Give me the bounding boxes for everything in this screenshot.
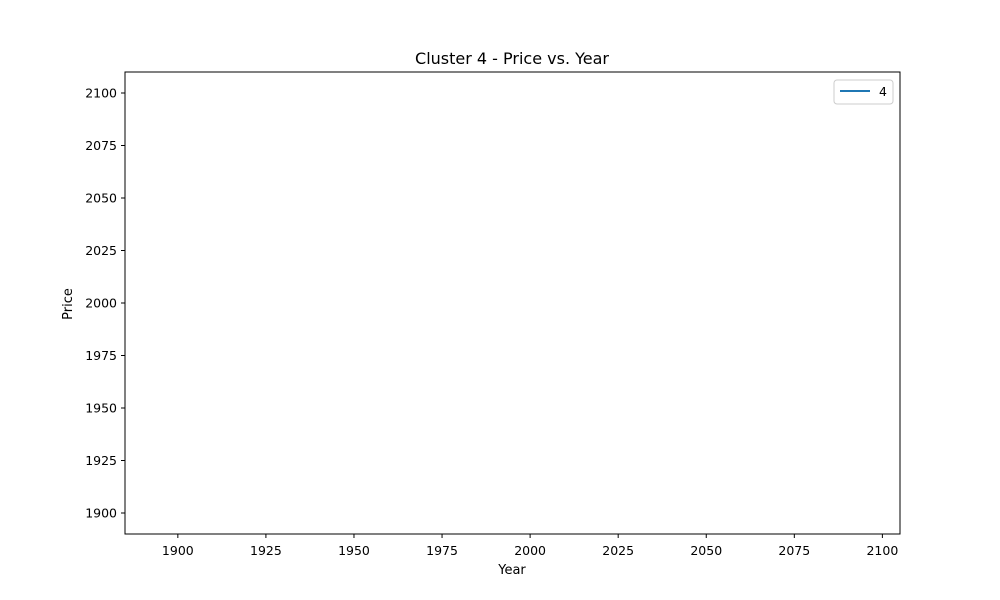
y-axis-label: Price [61, 288, 76, 320]
legend: 4 [833, 79, 894, 105]
x-tick-label: 2000 [514, 543, 546, 558]
y-axis: 1900 1925 1950 1975 2000 2025 2050 2075 2100 [85, 86, 125, 521]
y-tick-label: 2000 [85, 296, 117, 311]
x-tick-label: 2100 [866, 543, 898, 558]
y-tick-label: 2075 [85, 138, 117, 153]
x-tick-label: 1900 [162, 543, 194, 558]
y-tick-label: 2025 [85, 243, 117, 258]
legend-label: 4 [879, 84, 887, 99]
y-tick-label: 1950 [85, 401, 117, 416]
x-axis: 1900 1925 1950 1975 2000 2025 2050 2075 2100 [162, 534, 898, 558]
x-axis-label: Year [497, 563, 526, 578]
y-tick-label: 1975 [85, 348, 117, 363]
x-tick-label: 2075 [778, 543, 810, 558]
y-tick-label: 2100 [85, 86, 117, 101]
x-tick-label: 1975 [426, 543, 458, 558]
chart-title: Cluster 4 - Price vs. Year [415, 49, 609, 68]
x-tick-label: 1950 [338, 543, 370, 558]
y-tick-label: 1925 [85, 453, 117, 468]
plot-area [124, 71, 901, 535]
x-tick-label: 2050 [690, 543, 722, 558]
y-tick-label: 1900 [85, 506, 117, 521]
x-tick-label: 2025 [602, 543, 634, 558]
x-tick-label: 1925 [250, 543, 282, 558]
y-tick-label: 2050 [85, 191, 117, 206]
